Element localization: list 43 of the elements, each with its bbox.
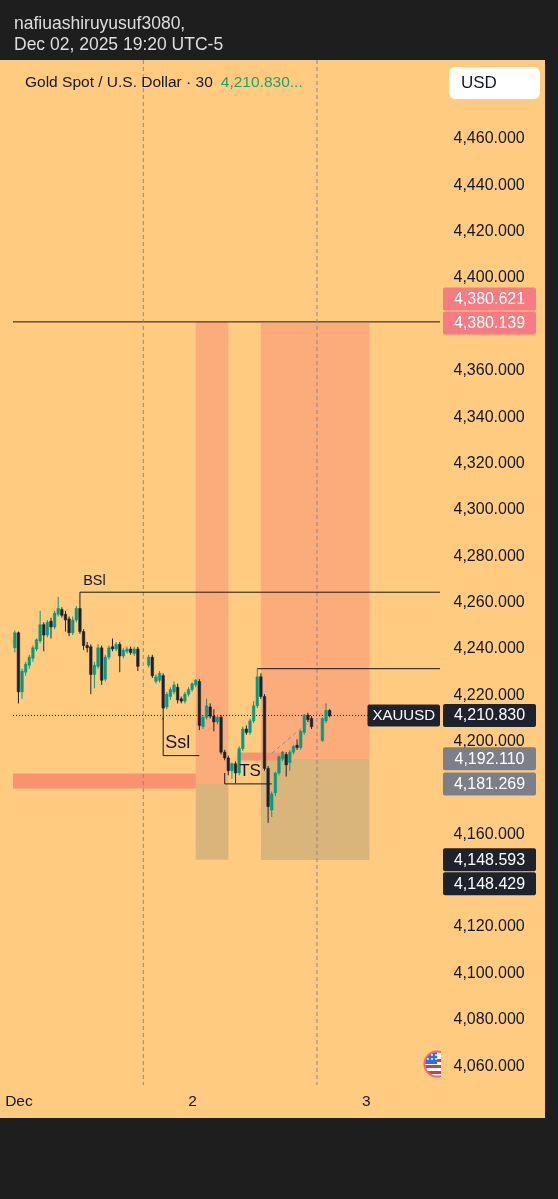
y-tick-label: 4,220.000 — [453, 685, 525, 703]
y-tick-label: 4,320.000 — [453, 453, 525, 471]
y-tick-label: 4,300.000 — [453, 500, 525, 518]
y-tick-label: 4,200.000 — [453, 732, 525, 750]
x-tick-label: 2 — [188, 1091, 197, 1109]
y-tick-label: 4,080.000 — [453, 1010, 525, 1028]
candlestick — [63, 610, 68, 633]
text: Dec 02, 2025 19:20 UTC-5 — [14, 34, 224, 55]
y-tick-label: 4,460.000 — [453, 129, 525, 147]
x-tick-label: Dec — [5, 1091, 33, 1109]
y-tick-label: 4,100.000 — [453, 963, 525, 981]
y-tick-label: 4,380.139 — [453, 314, 526, 331]
text: 4,148.429 — [453, 874, 526, 892]
candlestick — [49, 617, 53, 640]
annotation: 4,210.830... — [220, 73, 303, 90]
candlestick — [136, 646, 140, 672]
y-tick-label: 4,240.000 — [453, 639, 525, 657]
y-tick-label: 4,360.000 — [453, 361, 525, 379]
y-tick-label: 4,060.000 — [453, 1056, 525, 1074]
y-tick-label: 4,260.000 — [453, 592, 525, 610]
y-tick-label: 4,440.000 — [453, 175, 525, 193]
text: Gold Spot / U.S. Dollar · 30 — [25, 73, 213, 90]
y-tick-label: 4,420.000 — [453, 222, 525, 240]
y-tick-label: 4,192.110 — [454, 749, 525, 767]
y-tick-label: 4,160.000 — [453, 824, 525, 842]
candlestick — [230, 762, 234, 780]
candlestick — [295, 738, 299, 751]
y-tick-label: 4,400.000 — [453, 268, 525, 286]
y-tick-label: 4,210.830 — [453, 706, 526, 724]
y-tick-label: 4,280.000 — [453, 546, 525, 564]
annotation: Ssl — [165, 731, 191, 752]
y-tick-label: 4,148.593 — [453, 850, 526, 868]
text: nafiuashiruyusuf3080, — [14, 13, 187, 34]
y-tick-label: 4,340.000 — [453, 407, 525, 425]
candlestick — [288, 749, 292, 772]
text: 4,380.621 — [453, 290, 526, 307]
y-tick-label: 4,181.269 — [453, 774, 526, 792]
candlestick — [13, 629, 17, 653]
ref-line-label: XAUUSD — [372, 706, 436, 724]
x-tick-label: 3 — [362, 1091, 371, 1109]
y-tick-label: 4,120.000 — [453, 917, 525, 935]
y-axis-title: USD — [449, 67, 540, 99]
annotation: BSl — [83, 572, 106, 589]
